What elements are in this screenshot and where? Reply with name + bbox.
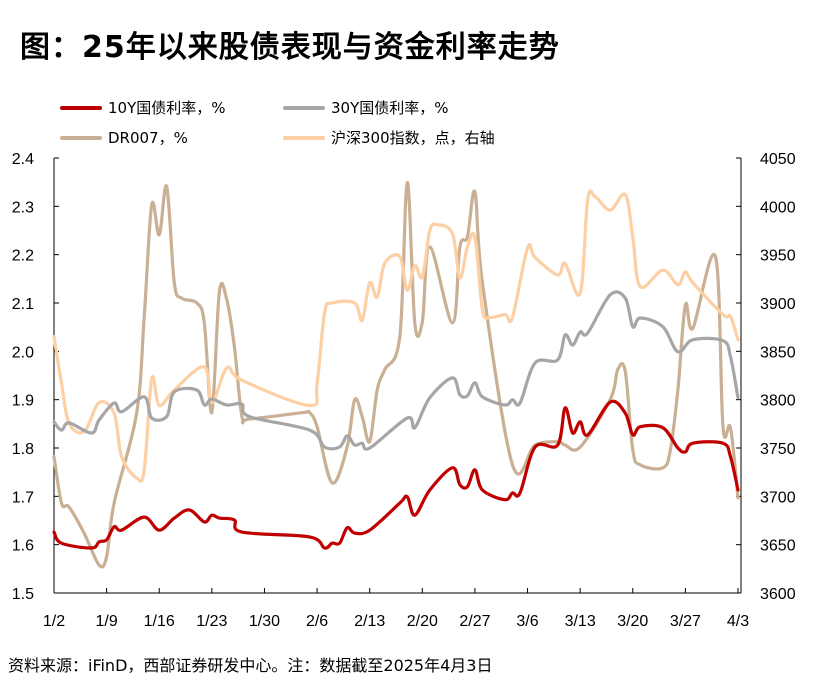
left-tick-label: 2.1 [12, 296, 34, 313]
x-tick-label: 2/6 [306, 613, 328, 630]
chart-title: 图：25年以来股债表现与资金利率走势 [20, 30, 560, 65]
x-tick-label: 2/20 [407, 613, 438, 630]
legend-item-dr007: DR007，% [60, 127, 188, 148]
x-tick-label: 1/9 [95, 613, 117, 630]
legend-label-10y: 10Y国债利率，% [108, 99, 226, 117]
series-lines [52, 180, 740, 569]
left-tick-label: 2.3 [12, 199, 34, 216]
x-tick-label: 1/2 [43, 613, 65, 630]
left-tick-label: 2.4 [12, 151, 34, 168]
legend-item-30y: 30Y国债利率，% [283, 97, 449, 118]
csi300-line [52, 189, 740, 483]
legend-swatch-30y [283, 105, 325, 110]
right-tick-label: 3900 [760, 296, 796, 313]
30y-yield-line [52, 290, 740, 451]
x-tick-label: 3/20 [617, 613, 648, 630]
x-tick-label: 3/6 [516, 613, 538, 630]
left-tick-label: 2.2 [12, 248, 34, 265]
legend-item-10y: 10Y国债利率，% [60, 97, 226, 118]
x-tick-label: 1/30 [249, 613, 280, 630]
right-tick-label: 3750 [760, 441, 796, 458]
right-tick-label: 4050 [760, 151, 796, 168]
line-chart: 1.5 1.6 1.7 1.8 1.9 2.0 2.1 2.2 2.3 2.4 3600 3650 37… [12, 151, 796, 630]
dr007-line [52, 180, 740, 569]
legend-item-csi300: 沪深300指数，点，右轴 [283, 127, 495, 148]
right-tick-label: 3600 [760, 586, 796, 603]
x-tick-label: 1/16 [144, 613, 175, 630]
right-tick-label: 3850 [760, 344, 796, 361]
x-tick-label: 3/13 [565, 613, 596, 630]
right-tick-label: 4000 [760, 199, 796, 216]
x-tick-label: 4/3 [727, 613, 749, 630]
right-tick-label: 3800 [760, 393, 796, 410]
left-tick-label: 1.7 [12, 489, 34, 506]
legend-label-dr007: DR007，% [108, 129, 188, 147]
legend-label-30y: 30Y国债利率，% [331, 99, 449, 117]
axes: 1.5 1.6 1.7 1.8 1.9 2.0 2.1 2.2 2.3 2.4 3600 3650 37… [12, 151, 796, 630]
left-tick-label: 2.0 [12, 344, 34, 361]
legend-swatch-dr007 [60, 135, 102, 140]
legend-label-csi300: 沪深300指数，点，右轴 [331, 129, 495, 147]
left-tick-label: 1.5 [12, 586, 34, 603]
source-note: 资料来源：iFinD，西部证券研发中心。注：数据截至2025年4月3日 [8, 656, 493, 675]
legend-swatch-10y [60, 105, 102, 110]
right-tick-label: 3700 [760, 489, 796, 506]
left-tick-label: 1.6 [12, 538, 34, 555]
legend-swatch-csi300 [283, 135, 325, 140]
right-tick-label: 3650 [760, 538, 796, 555]
x-tick-label: 2/13 [354, 613, 385, 630]
x-tick-label: 1/23 [196, 613, 227, 630]
right-tick-label: 3950 [760, 248, 796, 265]
left-tick-label: 1.8 [12, 441, 34, 458]
x-tick-label: 3/27 [670, 613, 701, 630]
10y-yield-line [52, 399, 740, 550]
left-tick-label: 1.9 [12, 393, 34, 410]
x-tick-label: 2/27 [459, 613, 490, 630]
